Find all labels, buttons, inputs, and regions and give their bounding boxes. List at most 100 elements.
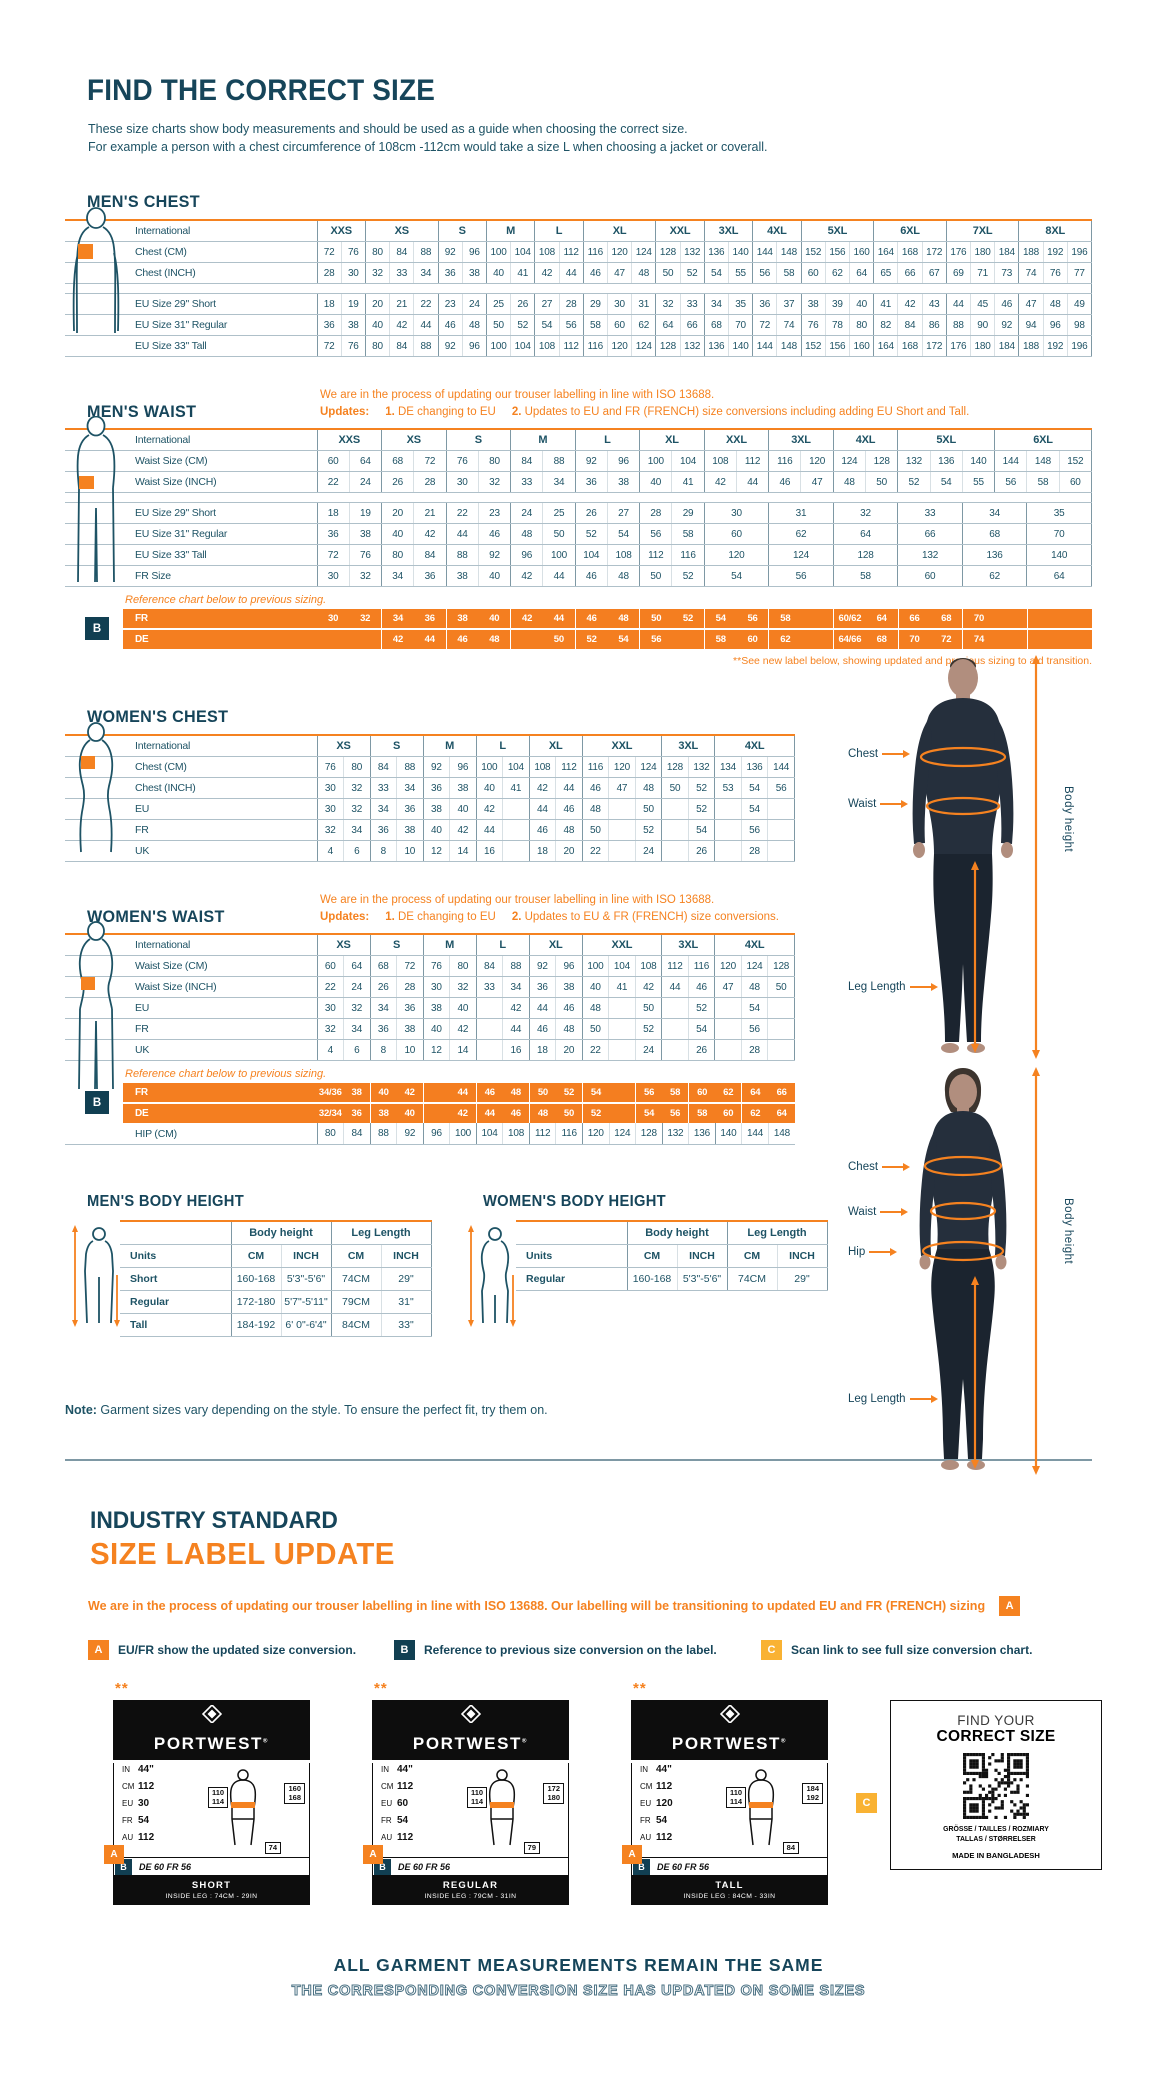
a-badge: A xyxy=(104,1845,124,1864)
value-cell: 84CM xyxy=(330,1313,381,1337)
portwest-diamond-icon xyxy=(719,1705,740,1723)
row-label: Chest (CM) xyxy=(123,756,317,778)
value-cell: 34 xyxy=(369,997,397,1019)
value-cell: 40 xyxy=(422,1018,450,1040)
value-cell: 36 xyxy=(316,523,350,545)
value-cell: 29 xyxy=(582,293,608,315)
value-cell: 66 xyxy=(898,609,931,630)
value-cell xyxy=(423,1103,450,1123)
height-measure-box: 160 168 xyxy=(284,1783,305,1804)
value-cell: 112 xyxy=(661,955,689,977)
value-cell: 100 xyxy=(485,241,511,263)
see-new-label-note: **See new label below, showing updated a… xyxy=(733,655,1092,667)
value-cell: 42 xyxy=(389,314,414,336)
value-cell: 44 xyxy=(661,976,689,998)
value-cell: 36 xyxy=(752,293,777,315)
value-cell: 14 xyxy=(449,840,477,862)
value-cell: 33 xyxy=(475,976,503,998)
value-cell: 80 xyxy=(477,450,511,472)
table-row: FR 30 32 34 36 38 40 42 44 46 48 50 52 54 56 58 60/62 64… xyxy=(65,609,1092,630)
womens-bh-mount: Body height Leg Length Units CM INCH CM INCH Re… xyxy=(461,1220,828,1291)
a-badge: A xyxy=(622,1845,642,1864)
value-cell: 34 xyxy=(369,798,397,820)
value-cell: 76 xyxy=(340,241,366,263)
value-cell xyxy=(767,1039,795,1061)
fit-name: SHORT xyxy=(191,1880,232,1891)
value-cell: 84 xyxy=(510,450,543,472)
value-cell: 104 xyxy=(510,335,535,357)
value-cell: 54 xyxy=(534,314,560,336)
size-kv-row: CM 112 xyxy=(640,1780,827,1794)
previous-size-text: DE 60 FR 56 xyxy=(657,1861,710,1872)
value-cell: 42 xyxy=(897,293,923,315)
value-cell: 48 xyxy=(555,819,583,841)
size-value: 120 xyxy=(656,1798,673,1809)
value-cell: 32 xyxy=(343,777,371,799)
mens-chest-table-wrap: International XXS XS S M L XL XXL 3XL 4XL 5XL 6XL 7X… xyxy=(65,207,1157,357)
value-cell xyxy=(317,629,350,649)
b-badge: B xyxy=(394,1640,415,1660)
value-cell: 50 xyxy=(542,629,576,649)
label-footer: SHORT INSIDE LEG : 74CM - 29IN xyxy=(113,1876,310,1905)
value-cell: 67 xyxy=(921,262,947,284)
value-cell: 4 xyxy=(316,1039,344,1061)
value-cell: 132 xyxy=(679,241,705,263)
value-cell: 92 xyxy=(437,241,463,263)
row-label: Tall xyxy=(120,1313,231,1337)
value-cell: 71 xyxy=(969,262,995,284)
value-cell: 108 xyxy=(534,335,560,357)
size-col-header: 3XL xyxy=(768,429,834,451)
value-cell: 60 xyxy=(688,1083,716,1104)
womens-waist-legacy-rows: B FR 34/36 38 40 42 44 46 48 50 52 54 56 58 60 62 64 6… xyxy=(65,1083,1157,1145)
value-cell: 18 xyxy=(528,1039,556,1061)
value-cell: 132 xyxy=(687,756,715,778)
size-col-header: S xyxy=(369,735,424,757)
value-cell: 100 xyxy=(475,756,503,778)
value-cell: 32 xyxy=(343,798,371,820)
value-cell: 50 xyxy=(639,565,672,587)
value-cell: 68 xyxy=(961,523,1027,545)
value-cell: 116 xyxy=(581,756,609,778)
table-row: DE 42 44 46 48 50 52 54 56 58 60 62 64/66 68 70 72 7… xyxy=(65,629,1092,649)
value-cell: 60 xyxy=(800,262,826,284)
value-cell: 38 xyxy=(422,798,450,820)
value-cell: 43 xyxy=(921,293,947,315)
value-cell xyxy=(767,840,795,862)
size-key: EU xyxy=(381,1799,393,1808)
value-cell: 104 xyxy=(510,241,535,263)
value-cell xyxy=(475,1039,503,1061)
row-label: Regular xyxy=(516,1267,627,1291)
size-key: CM xyxy=(381,1782,394,1791)
value-cell: 21 xyxy=(389,293,414,315)
mens-body-height-section: MEN'S BODY HEIGHT Body height Leg Length U… xyxy=(65,1193,432,1337)
label-header: PORTWEST® xyxy=(631,1700,828,1760)
value-cell: 20 xyxy=(555,840,583,862)
row-label: EU Size 33" Tall xyxy=(123,544,317,566)
value-cell xyxy=(609,1083,637,1104)
unit-header: CM xyxy=(726,1244,777,1268)
value-cell: 8 xyxy=(369,840,397,862)
value-cell xyxy=(714,1039,742,1061)
value-cell xyxy=(502,840,530,862)
value-cell: 88 xyxy=(369,1123,397,1145)
value-cell: 184 xyxy=(994,241,1019,263)
value-cell: 42 xyxy=(413,523,447,545)
portwest-diamond-icon xyxy=(460,1705,481,1723)
size-col-header: S xyxy=(369,934,424,956)
size-col-header: L xyxy=(475,934,530,956)
legend-row: A EU/FR show the updated size conversion.… xyxy=(88,1640,1157,1660)
unit-header: INCH xyxy=(676,1244,727,1268)
value-cell: 140 xyxy=(727,241,753,263)
value-cell: 32 xyxy=(449,976,477,998)
value-cell: 180 xyxy=(969,241,995,263)
value-cell: 42 xyxy=(634,976,662,998)
value-cell: 44 xyxy=(528,997,556,1019)
size-col-header: 4XL xyxy=(752,220,802,242)
cards-row: ** PORTWEST® IN 44" CM 112 EU 30 FR 54 AU 112 110 114… xyxy=(104,1680,1157,1905)
value-cell: 34/36 xyxy=(317,1083,344,1104)
value-cell: 116 xyxy=(555,1123,583,1145)
value-cell: 60 xyxy=(736,629,770,649)
value-cell: 70 xyxy=(1026,523,1092,545)
figure-label-leg-length: Leg Length xyxy=(848,1393,938,1405)
